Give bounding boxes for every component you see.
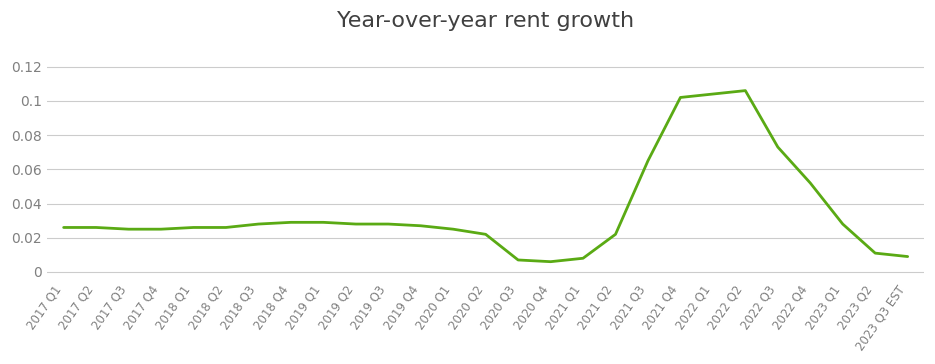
Title: Year-over-year rent growth: Year-over-year rent growth	[338, 11, 634, 31]
